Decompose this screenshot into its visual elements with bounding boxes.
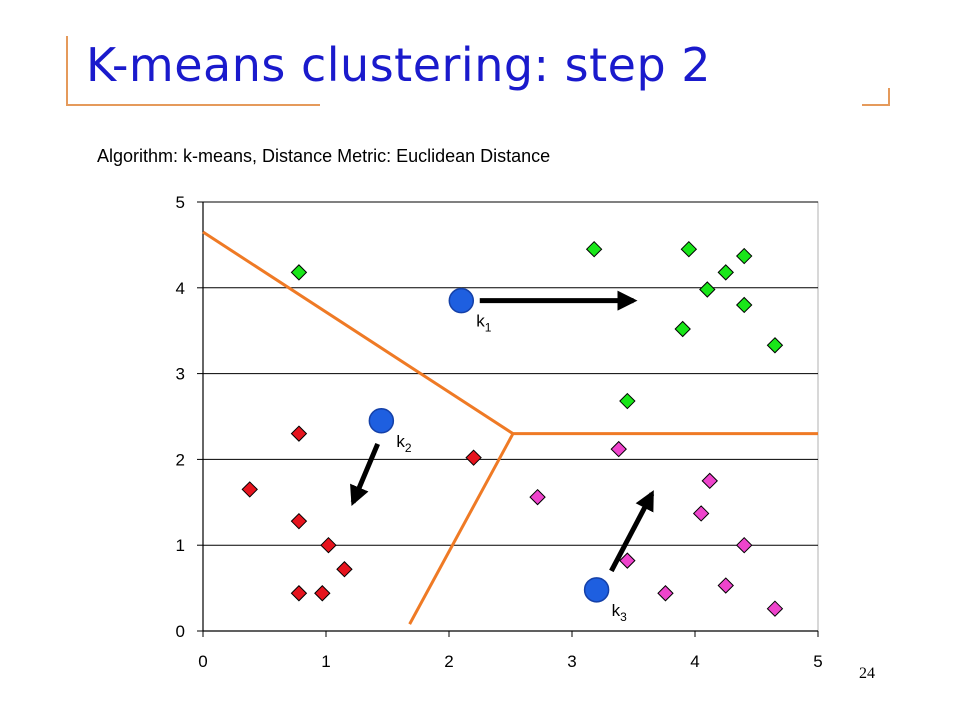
- centroid-k3-marker: [583, 577, 610, 603]
- y-tick-label: 4: [176, 279, 185, 298]
- slide-title: K-means clustering: step 2: [86, 38, 712, 92]
- red-data-point: [290, 425, 308, 442]
- x-tick-label: 3: [567, 652, 576, 671]
- centroid-k1-label: k1: [476, 312, 492, 335]
- magenta-data-point: [529, 488, 546, 506]
- page-number: 24: [859, 665, 875, 682]
- magenta-data-point: [701, 472, 718, 490]
- centroid-k2-label: k2: [396, 432, 412, 455]
- y-tick-label: 1: [176, 536, 185, 555]
- frame-right-vertical: [888, 88, 890, 106]
- x-tick-label: 2: [444, 652, 453, 671]
- frame-top-left-vertical: [66, 36, 68, 106]
- green-data-point: [674, 320, 691, 338]
- centroid-k1-marker: [448, 287, 475, 314]
- magenta-data-point: [717, 577, 734, 594]
- green-data-point: [735, 247, 753, 265]
- red-data-point: [465, 449, 482, 466]
- y-tick-label: 5: [176, 193, 185, 212]
- centroid-move-arrow: [350, 442, 380, 506]
- centroid-k3-label: k3: [612, 601, 628, 624]
- centroid-move-arrow: [609, 490, 655, 573]
- x-tick-label: 1: [321, 652, 330, 671]
- magenta-data-point: [692, 505, 710, 522]
- green-data-point: [766, 337, 784, 354]
- frame-right-horizontal: [862, 104, 890, 106]
- frame-top-left-horizontal: [66, 104, 320, 106]
- centroid-k2-marker: [368, 408, 395, 434]
- x-tick-label: 4: [690, 652, 699, 671]
- red-data-point: [290, 585, 308, 602]
- magenta-data-point: [610, 440, 627, 458]
- green-data-point: [619, 392, 636, 410]
- green-data-point: [680, 240, 698, 258]
- magenta-data-point: [657, 585, 674, 602]
- chart-subtitle: Algorithm: k-means, Distance Metric: Euc…: [97, 146, 551, 166]
- cluster-boundary-line: [408, 432, 515, 625]
- magenta-data-point: [619, 552, 636, 569]
- cluster-boundary-line: [202, 230, 514, 435]
- red-data-point: [241, 481, 258, 498]
- green-data-point: [290, 264, 308, 281]
- green-data-point: [585, 240, 603, 258]
- red-data-point: [336, 561, 353, 578]
- y-tick-label: 0: [176, 622, 185, 641]
- green-data-point: [735, 296, 753, 314]
- y-tick-label: 3: [176, 365, 185, 384]
- red-data-point: [314, 585, 331, 602]
- green-data-point: [699, 281, 716, 298]
- magenta-data-point: [735, 536, 753, 554]
- x-tick-label: 5: [813, 652, 822, 671]
- red-data-point: [290, 512, 308, 530]
- green-data-point: [717, 264, 734, 281]
- x-tick-label: 0: [198, 652, 207, 671]
- magenta-data-point: [766, 600, 784, 617]
- y-tick-label: 2: [176, 450, 185, 469]
- red-data-point: [320, 536, 337, 554]
